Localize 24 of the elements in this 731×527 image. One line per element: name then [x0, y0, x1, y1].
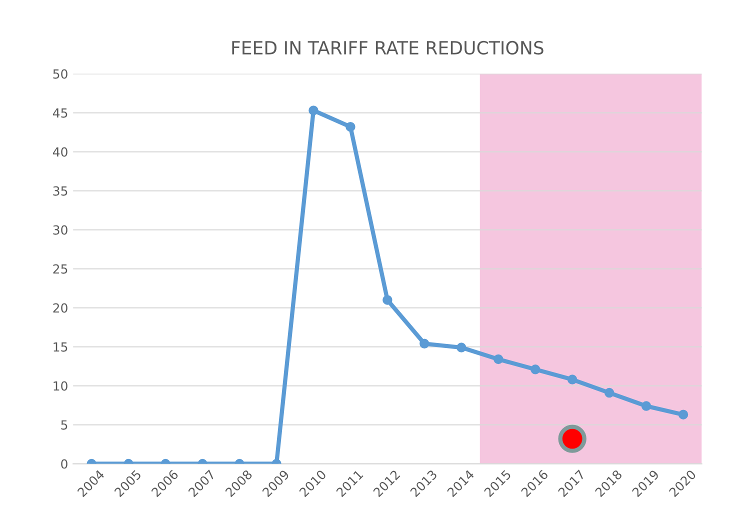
- y-tick-label: 15: [54, 342, 68, 352]
- y-tick-label: 20: [53, 303, 68, 313]
- y-tick-label: 40: [52, 147, 68, 157]
- y-tick-label: 30: [53, 225, 68, 235]
- point: [308, 106, 318, 116]
- point: [604, 388, 614, 398]
- y-tick-label: 25: [53, 264, 68, 274]
- point: [530, 364, 540, 374]
- point: [678, 410, 688, 420]
- point: [456, 342, 466, 352]
- point: [558, 424, 586, 453]
- y-tick-label: 50: [53, 69, 68, 79]
- y-tick-label: 5: [61, 420, 68, 430]
- chart-title: FEED IN TARIFF RATE REDUCTIONS: [232, 40, 544, 55]
- y-tick-label: 45: [52, 108, 68, 118]
- point: [567, 374, 578, 384]
- point: [420, 338, 430, 349]
- point: [641, 401, 652, 411]
- y-tick-label: 10: [54, 381, 68, 391]
- y-tick-label: 0: [61, 459, 68, 469]
- y-tick-label: 35: [53, 186, 68, 196]
- point: [346, 122, 356, 132]
- point: [494, 354, 504, 364]
- point: [382, 295, 392, 305]
